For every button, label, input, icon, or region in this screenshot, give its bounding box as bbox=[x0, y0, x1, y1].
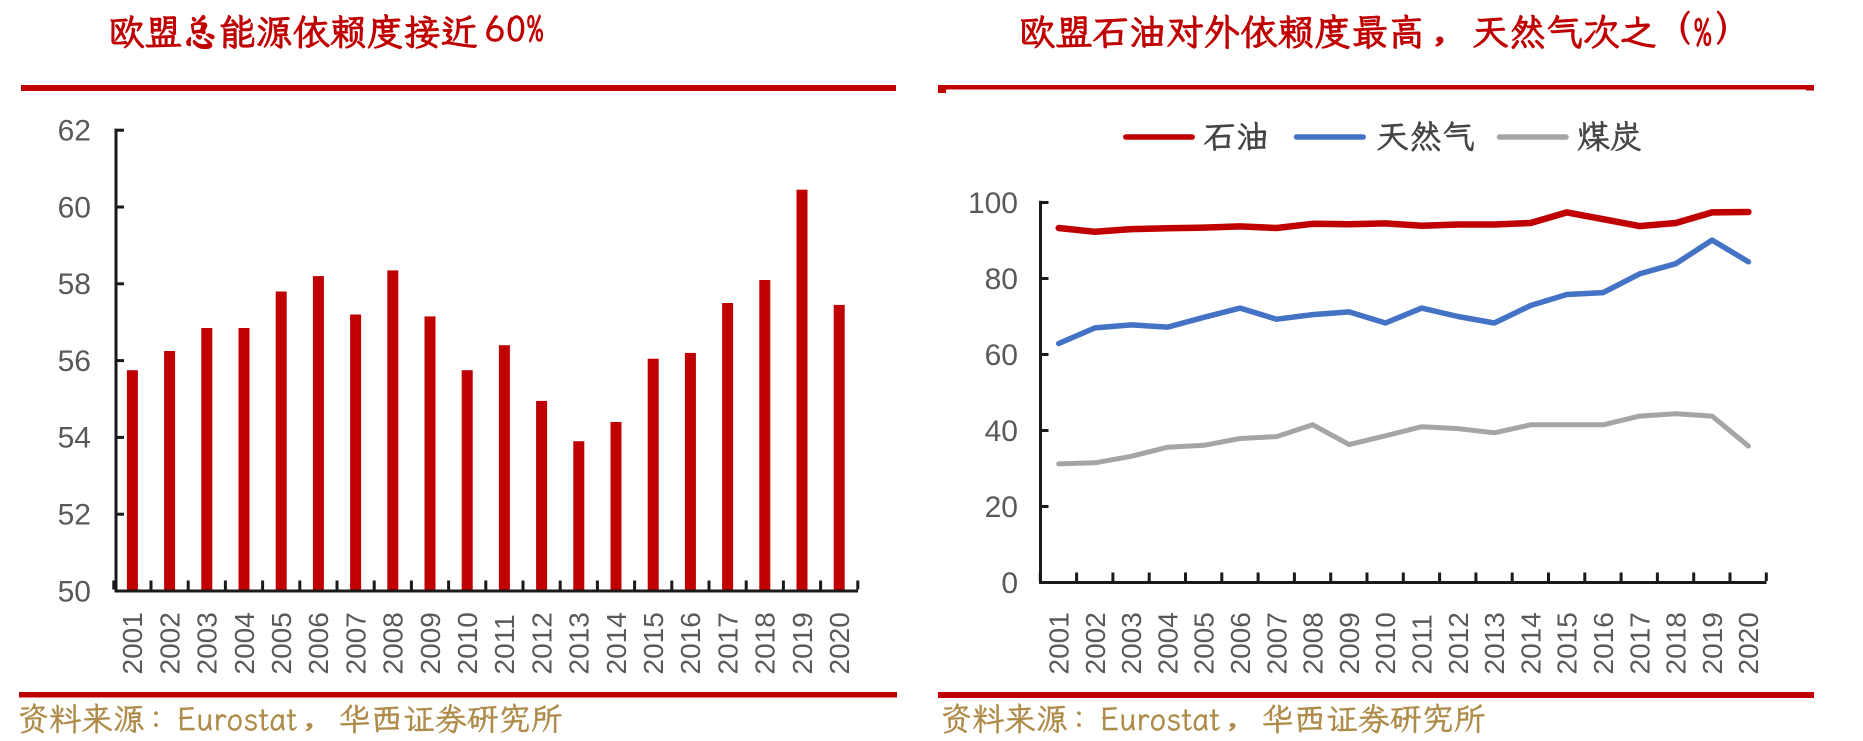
svg-text:0: 0 bbox=[1001, 567, 1018, 600]
svg-text:2002: 2002 bbox=[1080, 612, 1111, 674]
svg-text:2007: 2007 bbox=[340, 612, 371, 674]
svg-text:2016: 2016 bbox=[1588, 612, 1619, 674]
svg-text:2005: 2005 bbox=[1189, 612, 1220, 674]
svg-text:2001: 2001 bbox=[1044, 612, 1075, 674]
svg-text:2011: 2011 bbox=[489, 614, 520, 674]
svg-text:52: 52 bbox=[58, 499, 91, 532]
svg-text:2019: 2019 bbox=[787, 612, 818, 674]
svg-text:2001: 2001 bbox=[117, 612, 148, 674]
svg-text:58: 58 bbox=[58, 268, 91, 301]
svg-text:54: 54 bbox=[58, 422, 91, 455]
svg-text:2005: 2005 bbox=[266, 612, 297, 674]
svg-text:2020: 2020 bbox=[824, 612, 855, 674]
svg-text:20: 20 bbox=[985, 491, 1018, 524]
svg-text:2004: 2004 bbox=[1152, 612, 1183, 674]
svg-text:2008: 2008 bbox=[378, 612, 409, 674]
svg-text:60: 60 bbox=[985, 339, 1018, 372]
svg-text:2010: 2010 bbox=[452, 612, 483, 674]
svg-text:2009: 2009 bbox=[415, 612, 446, 674]
svg-text:2010: 2010 bbox=[1370, 612, 1401, 674]
svg-text:2004: 2004 bbox=[229, 612, 260, 674]
svg-text:2006: 2006 bbox=[303, 612, 334, 674]
svg-text:2016: 2016 bbox=[675, 612, 706, 674]
svg-text:2002: 2002 bbox=[154, 612, 185, 674]
svg-text:2008: 2008 bbox=[1298, 612, 1329, 674]
svg-text:2018: 2018 bbox=[1661, 612, 1692, 674]
svg-text:100: 100 bbox=[968, 187, 1018, 220]
svg-text:80: 80 bbox=[985, 263, 1018, 296]
svg-text:2015: 2015 bbox=[1552, 612, 1583, 674]
svg-text:2014: 2014 bbox=[1515, 612, 1546, 674]
svg-text:50: 50 bbox=[58, 575, 91, 608]
svg-text:56: 56 bbox=[58, 345, 91, 378]
svg-text:2019: 2019 bbox=[1697, 612, 1728, 674]
svg-text:2018: 2018 bbox=[750, 612, 781, 674]
svg-text:2012: 2012 bbox=[1443, 612, 1474, 674]
svg-text:2013: 2013 bbox=[1479, 612, 1510, 674]
svg-text:2017: 2017 bbox=[712, 612, 743, 674]
svg-text:2003: 2003 bbox=[1116, 612, 1147, 674]
svg-text:2009: 2009 bbox=[1334, 612, 1365, 674]
svg-text:2003: 2003 bbox=[192, 612, 223, 674]
svg-text:2017: 2017 bbox=[1624, 612, 1655, 674]
svg-text:2006: 2006 bbox=[1225, 612, 1256, 674]
svg-text:2015: 2015 bbox=[638, 612, 669, 674]
svg-text:2013: 2013 bbox=[564, 612, 595, 674]
svg-text:62: 62 bbox=[58, 115, 91, 148]
svg-text:2007: 2007 bbox=[1261, 612, 1292, 674]
svg-text:2011: 2011 bbox=[1407, 614, 1438, 674]
svg-text:2020: 2020 bbox=[1733, 612, 1764, 674]
svg-text:60: 60 bbox=[58, 191, 91, 224]
svg-text:2014: 2014 bbox=[601, 612, 632, 674]
svg-text:40: 40 bbox=[985, 415, 1018, 448]
svg-text:2012: 2012 bbox=[526, 612, 557, 674]
